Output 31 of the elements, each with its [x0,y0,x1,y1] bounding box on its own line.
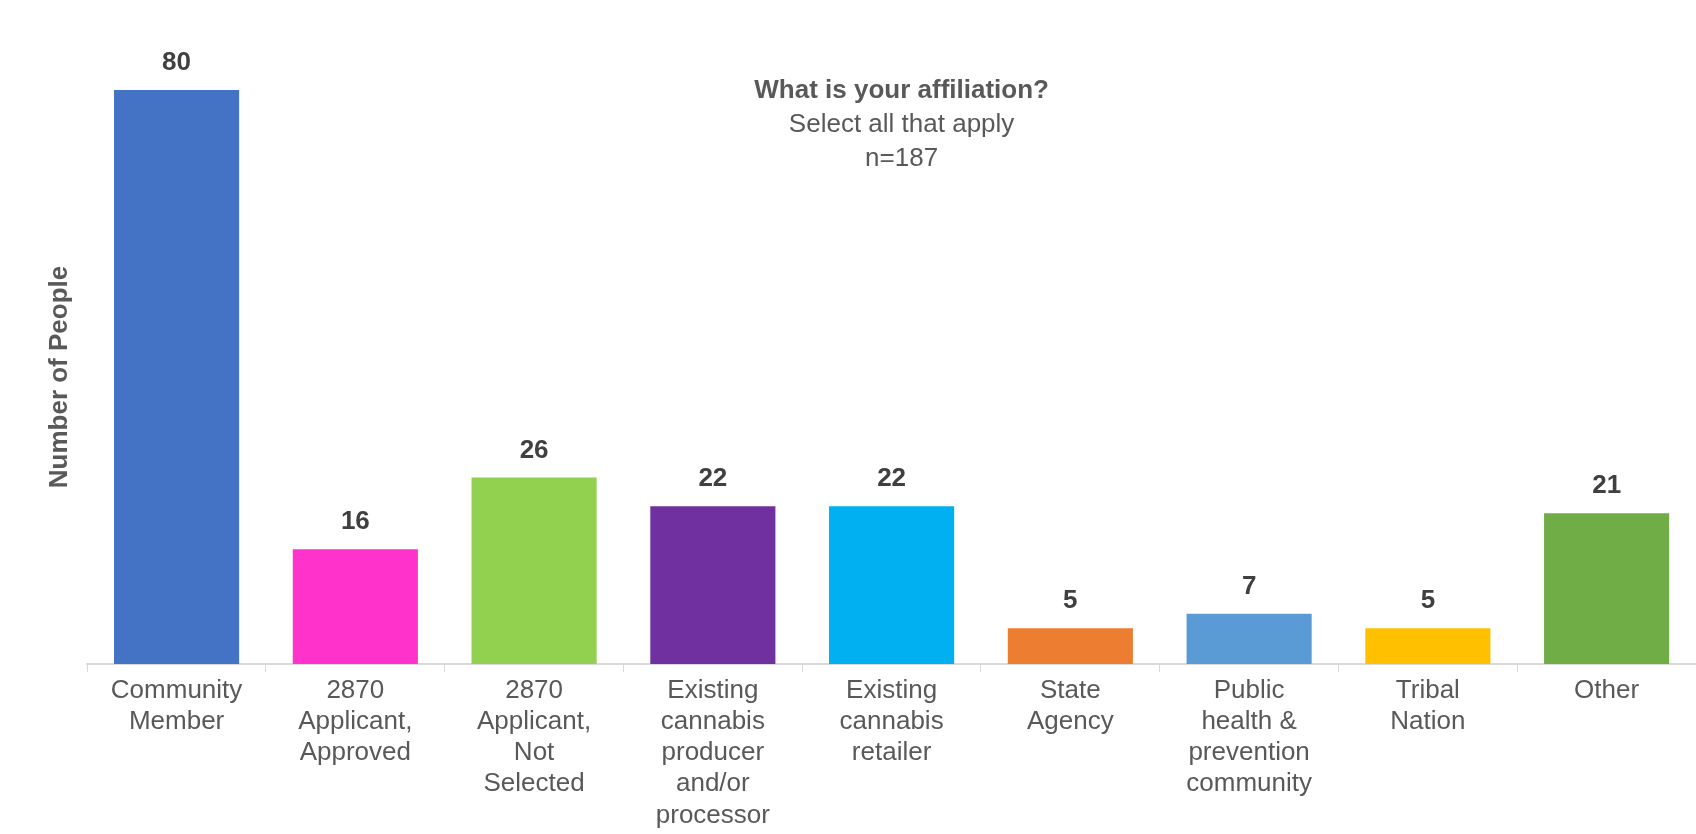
x-tick-label: Public health & prevention community [1186,673,1312,798]
data-label: 21 [1592,469,1622,500]
x-tick-label: Community Member [110,673,243,735]
x-tick-label: 2870 Applicant, Approved [298,673,413,767]
annotation: n=187 [865,142,939,173]
data-label: 26 [519,433,549,464]
y-axis-title: Number of People [42,265,73,489]
bar [114,90,240,664]
x-tick-label: Tribal Nation [1390,673,1466,735]
x-tick-label: 2870 Applicant, Not Selected [477,673,592,798]
data-label: 22 [877,462,907,493]
data-label: 22 [698,462,728,493]
bar [292,549,418,664]
data-label: 7 [1241,569,1257,600]
data-label: 5 [1063,584,1078,615]
chart-title: What is your affiliation? [754,74,1049,105]
text: Select all that apply [788,108,1015,139]
bar [829,506,955,664]
data-label: 5 [1420,584,1436,615]
bar [1186,613,1312,664]
data-label: 16 [340,505,370,536]
data-label: 80 [162,46,192,77]
bar [1365,628,1491,664]
x-tick-label: Existing cannabis producer and/or processor [655,673,771,829]
bar [471,477,597,664]
x-tick-label: Other [1574,673,1640,704]
bar [1544,513,1670,664]
bar [1007,628,1133,664]
bar [650,506,776,664]
x-tick-label: Existing cannabis retailer [839,673,944,767]
x-tick-label: State Agency [1026,673,1114,735]
